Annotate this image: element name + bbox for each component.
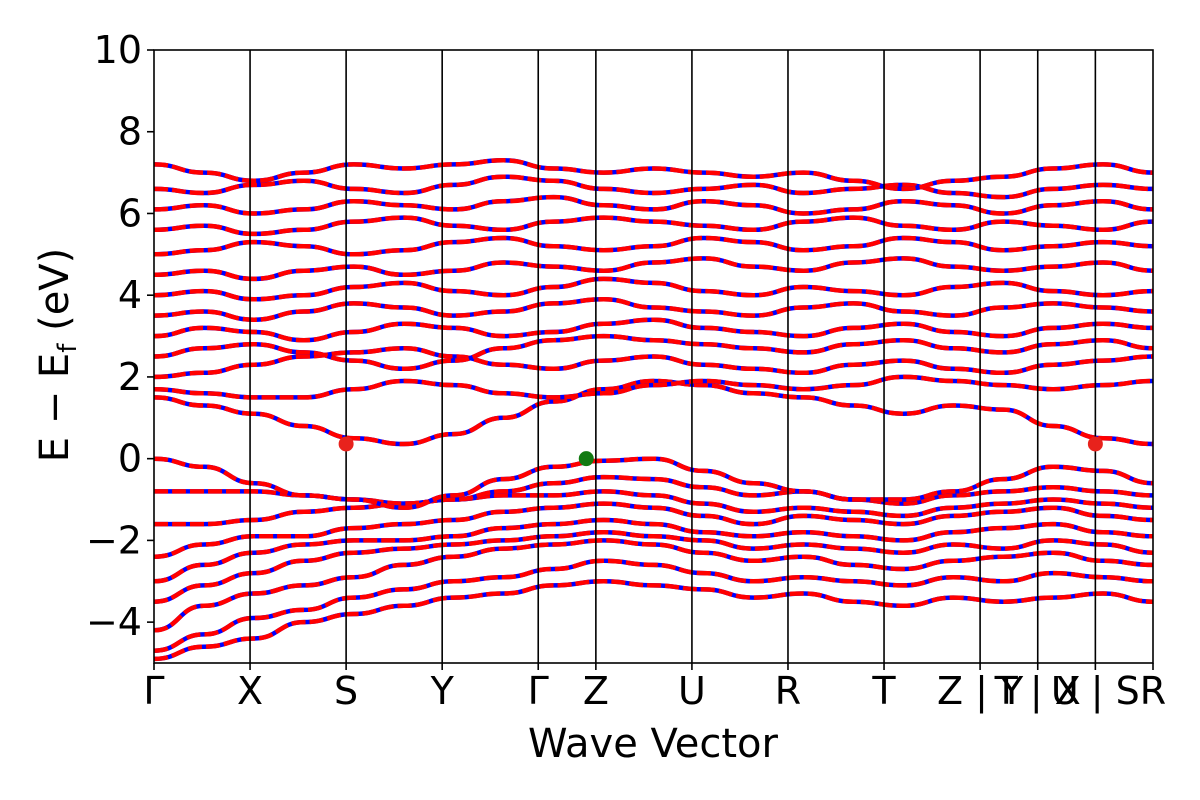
- y-tick-label: 8: [118, 110, 142, 154]
- x-tick-label: Y: [430, 669, 455, 713]
- x-tick-label: T | X: [994, 669, 1081, 714]
- x-tick-label: X: [237, 669, 263, 713]
- band-16-spin-up: [154, 276, 1153, 302]
- band-2-spin-up: [154, 558, 1153, 653]
- y-axis-label-unit: (eV): [32, 248, 78, 344]
- cbm-marker-2: [1087, 436, 1103, 452]
- band-19-spin-up: [154, 215, 1153, 237]
- bands-group: [154, 158, 1153, 662]
- y-tick-label: 2: [118, 355, 142, 399]
- kpath-lines: [249, 50, 1097, 663]
- band-3-spin-up: [154, 538, 1153, 633]
- band-11-spin-up: [154, 374, 1153, 400]
- y-axis-label-sub: f: [53, 343, 83, 353]
- y-tick-label: 10: [94, 28, 142, 72]
- band-7-spin-up: [154, 489, 1153, 527]
- x-tick-label: U | S: [1051, 669, 1140, 714]
- band-edge-markers: [338, 436, 1103, 467]
- band-9-spin-up: [154, 456, 1153, 510]
- y-tick-label: −4: [86, 600, 142, 644]
- band-17-spin-up: [154, 256, 1153, 282]
- band-20-spin-up: [154, 194, 1153, 216]
- x-tick-label: U: [678, 669, 706, 713]
- band-6-spin-up: [154, 501, 1153, 559]
- cbm-marker-1: [338, 436, 354, 452]
- y-ticks: −4 −2 0 2 4 6 8 10: [86, 28, 154, 644]
- y-axis-label-main: E − E: [32, 353, 78, 463]
- band-22-spin-up: [154, 158, 1153, 192]
- band-10-spin-up: [154, 378, 1153, 447]
- y-tick-label: 4: [118, 273, 142, 317]
- x-axis-label: Wave Vector: [528, 721, 779, 767]
- x-tick-label: Γ: [528, 669, 549, 713]
- y-tick-label: −2: [86, 518, 142, 562]
- x-tick-label: T: [871, 669, 896, 713]
- vbm-marker-1: [578, 451, 594, 467]
- band-13-spin-up: [154, 333, 1153, 372]
- y-axis-label: E − Ef (eV): [32, 248, 83, 463]
- x-tick-label: R: [1140, 669, 1166, 713]
- band-14-spin-up: [154, 317, 1153, 343]
- axes: [153, 49, 1154, 664]
- band-21-spin-up: [154, 174, 1153, 200]
- x-tick-label: Γ: [143, 669, 164, 713]
- band-4-spin-up: [154, 529, 1153, 604]
- axes-frame: [153, 49, 1154, 664]
- x-tick-label: Z: [583, 669, 609, 713]
- band-15-spin-up: [154, 297, 1153, 322]
- x-tick-label: R: [775, 669, 801, 713]
- band-18-spin-up: [154, 235, 1153, 257]
- x-tick-label: Z | Y: [937, 669, 1024, 714]
- y-tick-label: 0: [118, 437, 142, 481]
- x-tick-label: S: [334, 669, 358, 713]
- band-1-spin-up: [154, 579, 1153, 662]
- band-5-spin-up: [154, 517, 1153, 584]
- y-tick-label: 6: [118, 191, 142, 235]
